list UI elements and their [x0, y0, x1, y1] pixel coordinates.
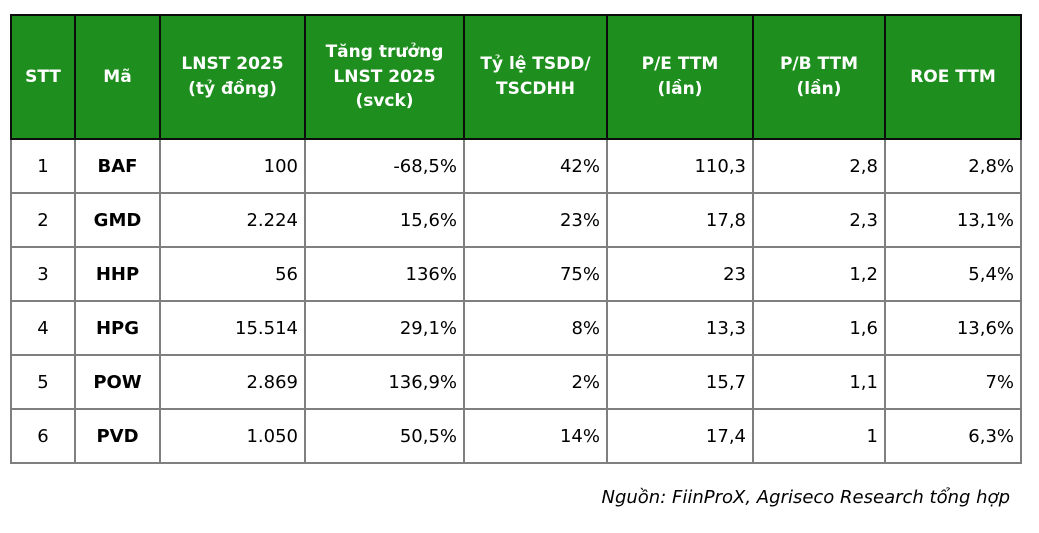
cell-tsdd: 42% [463, 138, 608, 194]
cell-tsdd: 23% [463, 192, 608, 248]
cell-roe: 6,3% [884, 408, 1022, 464]
table-header-row: STT Mã LNST 2025 (tỷ đồng) Tăng trưởng L… [10, 14, 1022, 140]
cell-pb: 1,1 [752, 354, 886, 410]
cell-tsdd: 8% [463, 300, 608, 356]
cell-lnst: 2.224 [159, 192, 306, 248]
cell-tsdd: 2% [463, 354, 608, 410]
cell-ticker: GMD [74, 192, 161, 248]
cell-pe: 23 [606, 246, 754, 302]
cell-lnst: 1.050 [159, 408, 306, 464]
table-row: 1 BAF 100 -68,5% 42% 110,3 2,8 2,8% [10, 138, 1022, 194]
cell-pe: 17,8 [606, 192, 754, 248]
cell-stt: 2 [10, 192, 76, 248]
cell-growth: -68,5% [304, 138, 465, 194]
cell-lnst: 56 [159, 246, 306, 302]
table-row: 3 HHP 56 136% 75% 23 1,2 5,4% [10, 246, 1022, 302]
cell-pe: 17,4 [606, 408, 754, 464]
cell-lnst: 2.869 [159, 354, 306, 410]
cell-ticker: HHP [74, 246, 161, 302]
cell-stt: 3 [10, 246, 76, 302]
cell-ticker: POW [74, 354, 161, 410]
cell-ticker: HPG [74, 300, 161, 356]
cell-roe: 2,8% [884, 138, 1022, 194]
header-cell-tsdd: Tỷ lệ TSDD/ TSCDHH [463, 14, 608, 140]
cell-roe: 5,4% [884, 246, 1022, 302]
header-cell-pb: P/B TTM (lần) [752, 14, 886, 140]
header-cell-stt: STT [10, 14, 76, 140]
cell-stt: 5 [10, 354, 76, 410]
cell-tsdd: 75% [463, 246, 608, 302]
header-cell-lnst: LNST 2025 (tỷ đồng) [159, 14, 306, 140]
cell-stt: 4 [10, 300, 76, 356]
header-cell-ma: Mã [74, 14, 161, 140]
cell-pe: 110,3 [606, 138, 754, 194]
cell-pb: 2,3 [752, 192, 886, 248]
cell-growth: 29,1% [304, 300, 465, 356]
cell-growth: 50,5% [304, 408, 465, 464]
table-row: 6 PVD 1.050 50,5% 14% 17,4 1 6,3% [10, 408, 1022, 464]
table-row: 2 GMD 2.224 15,6% 23% 17,8 2,3 13,1% [10, 192, 1022, 248]
cell-pb: 2,8 [752, 138, 886, 194]
cell-roe: 13,1% [884, 192, 1022, 248]
stock-forecast-table: STT Mã LNST 2025 (tỷ đồng) Tăng trưởng L… [10, 14, 1022, 464]
table-row: 5 POW 2.869 136,9% 2% 15,7 1,1 7% [10, 354, 1022, 410]
source-note: Nguồn: FiinProX, Agriseco Research tổng … [601, 487, 1011, 508]
cell-tsdd: 14% [463, 408, 608, 464]
cell-pb: 1,2 [752, 246, 886, 302]
header-cell-growth: Tăng trưởng LNST 2025 (svck) [304, 14, 465, 140]
cell-lnst: 100 [159, 138, 306, 194]
cell-growth: 15,6% [304, 192, 465, 248]
header-cell-roe: ROE TTM [884, 14, 1022, 140]
cell-ticker: PVD [74, 408, 161, 464]
cell-growth: 136,9% [304, 354, 465, 410]
cell-stt: 1 [10, 138, 76, 194]
cell-pe: 15,7 [606, 354, 754, 410]
cell-pe: 13,3 [606, 300, 754, 356]
header-cell-pe: P/E TTM (lần) [606, 14, 754, 140]
cell-stt: 6 [10, 408, 76, 464]
cell-growth: 136% [304, 246, 465, 302]
cell-lnst: 15.514 [159, 300, 306, 356]
cell-pb: 1 [752, 408, 886, 464]
cell-roe: 7% [884, 354, 1022, 410]
cell-roe: 13,6% [884, 300, 1022, 356]
cell-ticker: BAF [74, 138, 161, 194]
table-row: 4 HPG 15.514 29,1% 8% 13,3 1,6 13,6% [10, 300, 1022, 356]
cell-pb: 1,6 [752, 300, 886, 356]
